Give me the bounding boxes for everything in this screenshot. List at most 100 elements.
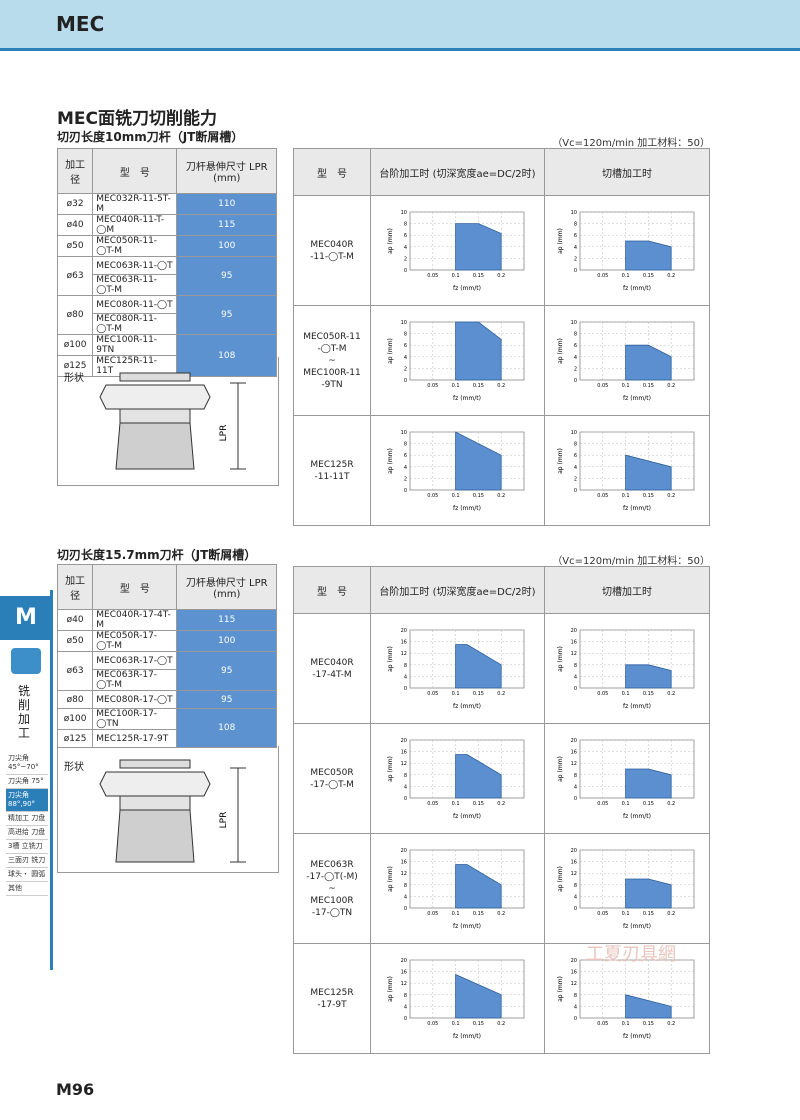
y-tick-label: 4 bbox=[574, 784, 577, 790]
step-chart-cell: 4 8 12 16 20 0 0.05 0.1 0.15 0.2 fz (mm/t) ap (mm) bbox=[370, 613, 545, 724]
y-tick-label: 2 bbox=[404, 366, 407, 372]
side-nav: 刀尖角 45°~70° 刀尖角 75° 刀尖角 88°,90° 精加工 刀盘 高进给 刀… bbox=[6, 752, 48, 896]
y-axis-label: ap (mm) bbox=[557, 448, 564, 474]
x-tick-label: 0.2 bbox=[667, 273, 675, 279]
chart-model-cell: MEC125R -17-9T bbox=[293, 943, 371, 1054]
y-axis-label: ap (mm) bbox=[557, 976, 564, 1002]
section2-spec-table: 加工径型 号刀杆悬伸尺寸 LPR (mm) ø40 MEC040R-17-4T-M 1… bbox=[56, 564, 277, 748]
table-row: ø80 MEC080R-17-◯T 95 bbox=[56, 690, 277, 709]
spec-header-row: 加工径型 号刀杆悬伸尺寸 LPR (mm) bbox=[56, 564, 277, 610]
y-tick-label: 0 bbox=[404, 268, 407, 274]
side-nav-item[interactable]: 精加工 刀盘 bbox=[6, 812, 48, 826]
y-tick-label: 0 bbox=[574, 488, 577, 494]
model-cell: MEC100R-17-◯TN bbox=[92, 708, 178, 730]
x-tick-label: 0.2 bbox=[498, 801, 506, 807]
x-tick-label: 0.05 bbox=[597, 691, 608, 697]
x-tick-label: 0.1 bbox=[622, 911, 630, 917]
section1-spec-table: 加工径型 号刀杆悬伸尺寸 LPR (mm) ø32 MEC032R-11-5T-M 1… bbox=[56, 148, 277, 377]
y-tick-label: 10 bbox=[571, 430, 577, 436]
slot-chart-cell: 4 8 12 16 20 0 0.05 0.1 0.15 0.2 fz (mm/t) ap (mm) bbox=[543, 723, 711, 834]
x-tick-label: 0.1 bbox=[452, 493, 460, 499]
y-tick-label: 2 bbox=[404, 476, 407, 482]
chart-model-cell: MEC050R-11 -◯T-M ~ MEC100R-11 -9TN bbox=[293, 305, 371, 416]
side-nav-item[interactable]: 3槽 立铣刀 bbox=[6, 840, 48, 854]
y-tick-label: 4 bbox=[574, 674, 577, 680]
dia-cell: ø125 bbox=[56, 729, 94, 748]
slot-chart-cell: 2 4 6 8 10 0 0.05 0.1 0.15 0.2 fz (mm/t) ap (mm) bbox=[543, 415, 711, 526]
y-tick-label: 10 bbox=[401, 210, 407, 216]
side-nav-item[interactable]: 其他 bbox=[6, 882, 48, 896]
dia-cell: ø63 bbox=[56, 651, 94, 691]
header-divider bbox=[0, 48, 800, 51]
page-title: MEC面铣刀切削能力 bbox=[57, 109, 218, 129]
x-tick-label: 0.05 bbox=[428, 383, 439, 389]
chart-s2r2-slot: 4 8 12 16 20 0 0.05 0.1 0.15 0.2 fz (mm/t) ap (mm) bbox=[557, 738, 695, 820]
y-axis-label: ap (mm) bbox=[557, 646, 564, 672]
model-line: ~ bbox=[328, 355, 336, 366]
side-nav-item[interactable]: 刀尖角 45°~70° bbox=[6, 752, 48, 775]
dia-header: 加工径 bbox=[56, 564, 94, 610]
x-tick-label: 0.15 bbox=[473, 273, 484, 279]
side-tab-m[interactable]: M bbox=[0, 596, 52, 640]
model-line: -17-◯TN bbox=[311, 907, 353, 918]
lpr-cell: 100 bbox=[176, 235, 277, 257]
y-tick-label: 4 bbox=[404, 674, 407, 680]
side-nav-item[interactable]: 球头・ 圆弧 bbox=[6, 868, 48, 882]
y-tick-label: 0 bbox=[574, 378, 577, 384]
area-series bbox=[625, 240, 672, 271]
y-tick-label: 4 bbox=[404, 465, 407, 471]
lpr-cell: 95 bbox=[176, 651, 277, 691]
model-cell: MEC100R-11-9TN bbox=[92, 334, 178, 356]
model-cell: MEC063R-11-◯T-M bbox=[92, 274, 178, 296]
x-tick-label: 0.1 bbox=[622, 493, 630, 499]
area-series bbox=[455, 644, 503, 689]
model-cell: MEC063R-11-◯T bbox=[92, 256, 178, 275]
y-tick-label: 8 bbox=[574, 332, 577, 338]
y-axis-label: ap (mm) bbox=[387, 976, 394, 1002]
y-tick-label: 12 bbox=[401, 871, 407, 877]
model-line: MEC040R bbox=[310, 657, 354, 668]
x-tick-label: 0.1 bbox=[452, 383, 460, 389]
table-row: ø80 MEC080R-11-◯T 95 bbox=[56, 295, 277, 335]
area-series bbox=[455, 973, 503, 1019]
table-row: ø100 MEC100R-17-◯TN 108 bbox=[56, 708, 277, 748]
y-tick-label: 12 bbox=[571, 761, 577, 767]
model-line: MEC125R bbox=[310, 459, 354, 470]
chart-row: MEC063R -17-◯T(-M) ~ MEC100R -17-◯TN 4 8 12 16 20… bbox=[293, 833, 711, 944]
x-tick-label: 0.2 bbox=[498, 383, 506, 389]
y-tick-label: 16 bbox=[401, 860, 407, 866]
y-tick-label: 0 bbox=[574, 1016, 577, 1022]
model-cell: MEC063R-17-◯T-M bbox=[92, 669, 178, 691]
chart-s1r3-slot: 2 4 6 8 10 0 0.05 0.1 0.15 0.2 fz (mm/t) ap (mm) bbox=[557, 430, 695, 512]
side-nav-item[interactable]: 刀尖角 88°,90° bbox=[6, 789, 48, 812]
y-tick-label: 12 bbox=[571, 981, 577, 987]
model-cell: MEC080R-11-◯T-M bbox=[92, 313, 178, 335]
x-axis-label: fz (mm/t) bbox=[623, 1033, 651, 1040]
x-tick-label: 0.15 bbox=[643, 691, 654, 697]
y-tick-label: 4 bbox=[574, 894, 577, 900]
side-nav-item[interactable]: 刀尖角 75° bbox=[6, 775, 48, 789]
chart-s2r3-step: 4 8 12 16 20 0 0.05 0.1 0.15 0.2 fz (mm/t) ap (mm) bbox=[387, 848, 525, 930]
slot-chart-cell: 2 4 6 8 10 0 0.05 0.1 0.15 0.2 fz (mm/t) ap (mm) bbox=[543, 305, 711, 416]
table-row: ø40 MEC040R-17-4T-M 115 bbox=[56, 609, 277, 631]
y-axis-label: ap (mm) bbox=[387, 448, 394, 474]
side-nav-item[interactable]: 三面刃 铣刀 bbox=[6, 854, 48, 868]
area-series bbox=[455, 223, 503, 271]
dia-cell: ø100 bbox=[56, 334, 94, 356]
y-tick-label: 20 bbox=[571, 958, 577, 964]
side-nav-item[interactable]: 高进给 刀盘 bbox=[6, 826, 48, 840]
chart-model-cell: MEC125R -11-11T bbox=[293, 415, 371, 526]
x-tick-label: 0.2 bbox=[498, 493, 506, 499]
watermark: 工夏刃具網 bbox=[586, 944, 676, 965]
chart-header-row: 型 号台阶加工时 (切深宽度ae=DC/2时) 切槽加工时 bbox=[293, 566, 711, 614]
spec-header-row: 加工径型 号刀杆悬伸尺寸 LPR (mm) bbox=[56, 148, 277, 194]
x-tick-label: 0.1 bbox=[452, 691, 460, 697]
x-tick-label: 0.05 bbox=[597, 1021, 608, 1027]
y-tick-label: 4 bbox=[404, 1004, 407, 1010]
x-tick-label: 0.05 bbox=[428, 801, 439, 807]
y-tick-label: 10 bbox=[571, 320, 577, 326]
y-tick-label: 8 bbox=[574, 773, 577, 779]
x-tick-label: 0.05 bbox=[597, 493, 608, 499]
area-series bbox=[625, 994, 672, 1019]
y-axis-label: ap (mm) bbox=[387, 646, 394, 672]
